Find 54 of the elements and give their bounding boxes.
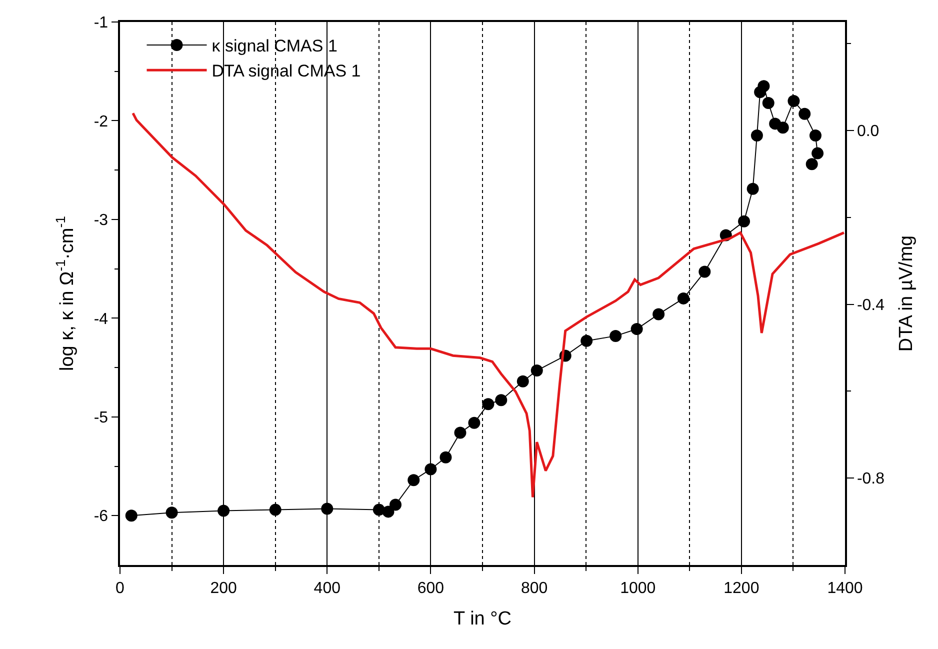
point (454, 426, 466, 439)
point (125, 510, 138, 522)
point (482, 398, 494, 410)
x-tick-label: 600 (417, 580, 444, 597)
x-tick-label: 1400 (827, 580, 863, 597)
y2-axis-title: DTA in µV/mg (896, 235, 917, 352)
point (750, 130, 763, 142)
point (408, 474, 420, 486)
x-tick-label: 200 (210, 580, 238, 597)
x-tick-label: 800 (520, 580, 548, 597)
x-tick-label: 400 (314, 580, 341, 597)
y-tick-label: -1 (94, 14, 108, 32)
point (652, 308, 665, 320)
x-tick-label: 1000 (620, 580, 656, 597)
x-tick-label: 1200 (724, 580, 760, 597)
x-tick-label: 0 (116, 580, 125, 597)
point (738, 215, 750, 228)
y2-tick-label: -0.8 (856, 470, 885, 488)
point (218, 504, 230, 517)
point (321, 502, 334, 515)
y2-tick-label: 0.0 (856, 123, 880, 140)
point (530, 364, 543, 377)
point (269, 504, 282, 516)
point (788, 94, 800, 107)
point (746, 182, 759, 195)
point (630, 323, 643, 336)
point (424, 463, 437, 476)
point (468, 416, 480, 429)
point (798, 108, 811, 120)
point (390, 498, 402, 511)
line-series (132, 112, 845, 498)
y-tick-label: -2 (94, 113, 108, 130)
y-tick-label: -3 (94, 212, 108, 230)
point (580, 334, 593, 347)
point (495, 394, 508, 406)
x-axis-title: T in °C (454, 608, 512, 630)
point (610, 330, 622, 342)
point (440, 451, 452, 464)
point (677, 292, 690, 304)
point (382, 506, 394, 518)
point (758, 80, 770, 92)
legend-label: κ signal CMAS 1 (212, 36, 338, 56)
y-tick-label: -4 (94, 310, 108, 328)
y2-tick-label: -0.4 (856, 296, 885, 314)
point (812, 147, 824, 160)
point (776, 122, 789, 134)
point (806, 158, 818, 170)
point (516, 375, 529, 388)
y-tick-label: -5 (94, 410, 108, 427)
point (762, 96, 774, 109)
point (166, 506, 178, 519)
point (698, 266, 711, 278)
y-tick-label: -6 (94, 508, 108, 526)
point (809, 130, 822, 142)
